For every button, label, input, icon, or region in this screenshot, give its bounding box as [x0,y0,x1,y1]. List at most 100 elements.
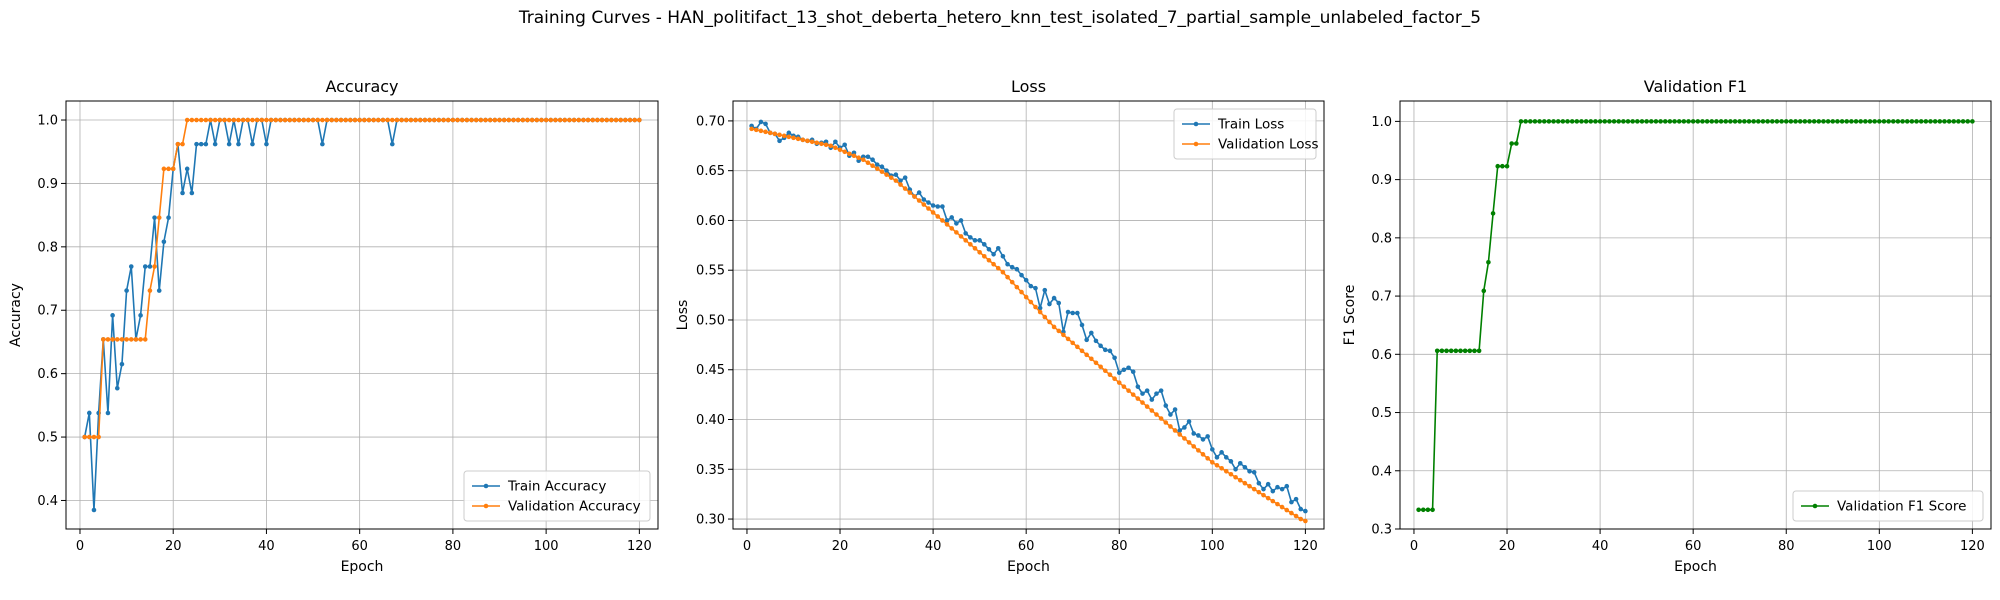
data-point [819,141,824,147]
data-point [184,166,190,172]
data-point [1205,434,1210,439]
panel-1: 0 20 40 60 80 100 120 0.4 0.5 0.6 0.7 0.8 0.9 1.0 Accu… [8,77,659,575]
data-point [1565,119,1570,124]
legend-swatch-marker [1812,503,1818,509]
data-point [949,215,955,220]
data-point [1732,119,1738,124]
y-axis-label: Loss [675,300,691,331]
data-point [935,204,941,209]
data-point [567,117,572,123]
data-point [147,288,153,293]
data-point [1140,400,1145,405]
legend-box [1173,108,1317,160]
data-point [1182,425,1187,430]
data-point [264,141,269,147]
data-point [441,117,446,123]
data-point [1863,119,1868,124]
data-point [1900,119,1905,124]
data-point [870,157,875,163]
data-point [203,141,209,147]
data-point [893,172,899,177]
data-point [511,117,516,123]
data-point [96,434,101,440]
legend: Train Accuracy Validation Accuracy [463,470,651,522]
data-point [408,117,414,123]
data-point [1700,119,1705,124]
data-point [1098,364,1103,370]
data-point [1093,338,1099,344]
data-point [1769,119,1775,124]
data-point [450,117,456,123]
data-point [417,117,423,123]
data-point [1056,300,1062,306]
data-point [152,215,157,220]
data-point [156,215,162,220]
data-point [1033,304,1038,310]
data-point [389,117,395,123]
data-point [884,172,889,177]
legend-box [1792,490,1984,522]
data-point [1200,437,1206,442]
x-tick-label: 100 [534,539,559,554]
data-point [1298,506,1304,512]
data-point [1835,119,1840,124]
data-point [1154,412,1159,417]
data-point [138,337,143,342]
data-point [1797,119,1803,124]
data-point [1182,436,1187,441]
data-point [1676,119,1682,124]
data-point [231,117,237,123]
data-point [865,160,871,166]
data-point [921,202,927,207]
data-point [986,257,992,263]
data-point [166,215,171,220]
data-point [222,117,227,123]
data-point [954,230,959,235]
data-point [91,507,97,513]
data-point [581,117,586,123]
data-point [1765,119,1770,124]
data-point [142,337,148,342]
data-point [763,129,768,135]
x-tick-label: 120 [627,539,652,554]
data-point [1256,480,1262,486]
data-point [1648,119,1654,124]
data-point [539,117,544,123]
y-tick-label: 0.35 [696,463,725,478]
data-point [464,117,470,123]
data-point [133,337,139,342]
data-point [1158,388,1164,393]
data-point [795,136,801,142]
data-point [1116,370,1122,376]
data-point [916,198,922,203]
data-point [1084,337,1089,343]
data-point [1107,348,1113,354]
data-point [1107,372,1113,378]
data-point [595,117,600,123]
data-point [828,143,834,149]
data-point [898,178,903,183]
data-point [758,119,764,125]
data-point [1509,141,1514,146]
data-point [1783,119,1789,124]
data-point [842,149,847,155]
data-point [888,175,894,180]
panel-title: Validation F1 [1644,77,1747,96]
data-point [1261,492,1266,498]
data-point [1265,481,1271,487]
data-point [1630,119,1635,124]
data-point [1527,119,1533,124]
data-point [1486,260,1491,265]
data-point [110,337,115,342]
data-point [198,141,204,147]
data-point [1163,403,1169,408]
data-point [166,166,171,172]
data-point [1237,477,1243,483]
data-point [1251,486,1257,492]
data-point [1000,253,1006,259]
data-point [296,117,302,123]
x-tick-label: 20 [165,539,182,554]
data-point [1514,141,1519,146]
data-point [618,117,624,123]
y-tick-label: 0.55 [696,264,725,279]
